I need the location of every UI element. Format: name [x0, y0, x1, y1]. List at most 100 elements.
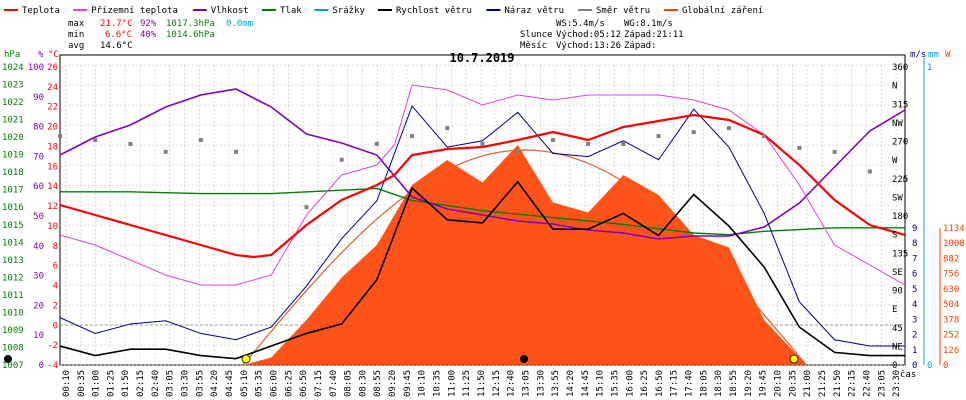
hpa-tick-label: 1020 — [2, 133, 24, 143]
time-tick-label: 18:30 — [714, 370, 724, 397]
time-tick-label: 21:00 — [803, 370, 813, 397]
wind-direction-point — [586, 141, 591, 146]
time-tick-label: 15:10 — [596, 370, 606, 397]
wind-direction-point — [234, 149, 239, 154]
stat-max-rain: 0.0mm — [226, 19, 253, 29]
celsius-tick-label: -4 — [47, 361, 58, 371]
celsius-tick-label: 22 — [47, 103, 58, 113]
time-tick-label: 12:15 — [492, 370, 502, 397]
series-layer — [58, 84, 907, 366]
time-tick-label: 06:50 — [299, 370, 309, 397]
info-sunrise: Východ:05:12 — [556, 30, 621, 40]
stat-max-label: max — [68, 19, 85, 29]
legend-label: Teplota — [22, 6, 60, 16]
time-axis-label: čas — [900, 369, 916, 380]
celsius-tick-label: 24 — [47, 83, 58, 93]
celsius-tick-label: 14 — [47, 182, 58, 192]
radiation-area — [243, 145, 807, 365]
time-tick-label: 14:45 — [581, 370, 591, 397]
direction-tick-label: 315 — [892, 100, 908, 110]
hpa-tick-label: 1008 — [2, 343, 24, 353]
sunrise-marker-icon — [241, 354, 251, 364]
stat-min-press: 1014.6hPa — [166, 30, 215, 40]
pct-tick-label: 40 — [33, 242, 44, 252]
wind-direction-point — [656, 134, 661, 139]
w-tick-label: 252 — [943, 331, 959, 341]
w-tick-label: 378 — [943, 315, 959, 325]
pct-tick-label: 90 — [33, 93, 44, 103]
celsius-tick-label: 16 — [47, 162, 58, 172]
direction-tick-label: 270 — [892, 138, 908, 148]
celsius-tick-label: 8 — [53, 242, 58, 252]
time-tick-label: 18:55 — [729, 370, 739, 397]
grid — [60, 64, 905, 366]
legend-label: Vlhkost — [211, 6, 249, 16]
time-axis: 00:10 00:35 01:00 01:25 01:50 02:15 02:40 03:05… — [62, 370, 902, 397]
celsius-tick-label: 0 — [53, 321, 58, 331]
time-tick-label: 06:25 — [284, 370, 294, 397]
time-tick-label: 11:00 — [447, 370, 457, 397]
time-tick-label: 04:20 — [210, 370, 220, 397]
wind-direction-point — [374, 141, 379, 146]
mm-tick-label: 0 — [927, 361, 932, 371]
celsius-tick-label: 6 — [53, 262, 58, 272]
temperature-line — [59, 113, 906, 259]
legend-label: Srážky — [332, 6, 365, 16]
time-tick-label: 13:55 — [551, 370, 561, 397]
info-ws: WS:5.4m/s — [556, 19, 605, 29]
time-tick-label: 13:05 — [521, 370, 531, 397]
pct-tick-label: 20 — [33, 301, 44, 311]
hpa-tick-label: 1009 — [2, 326, 24, 336]
hpa-tick-label: 1023 — [2, 81, 24, 91]
celsius-tick-label: -2 — [47, 341, 58, 351]
direction-tick-label: N — [892, 82, 897, 92]
stat-min-hum: 40% — [140, 30, 157, 40]
info-wg: WG:8.1m/s — [624, 19, 673, 29]
pct-tick-label: 80 — [33, 123, 44, 133]
mm-tick-label: 1 — [927, 63, 932, 73]
stat-max-press: 1017.3hPa — [166, 19, 215, 29]
time-tick-label: 11:25 — [462, 370, 472, 397]
time-tick-label: 09:20 — [388, 370, 398, 397]
hpa-tick-label: 1018 — [2, 168, 24, 178]
time-tick-label: 11:50 — [477, 370, 487, 397]
time-tick-label: 08:55 — [373, 370, 383, 397]
chart-title: 10.7.2019 — [449, 51, 514, 65]
wind-direction-point — [515, 149, 520, 154]
time-tick-label: 16:00 — [625, 370, 635, 397]
time-tick-label: 03:55 — [195, 370, 205, 397]
time-tick-label: 18:05 — [699, 370, 709, 397]
w-tick-label: 756 — [943, 270, 959, 280]
hpa-tick-label: 1007 — [2, 361, 24, 371]
wind-direction-point — [128, 141, 133, 146]
wind-direction-point — [480, 141, 485, 146]
celsius-tick-label: 10 — [47, 222, 58, 232]
wind-direction-point — [163, 149, 168, 154]
wind-direction-point — [93, 138, 98, 142]
hpa-tick-label: 1019 — [2, 151, 24, 161]
legend-label: Směr větru — [596, 6, 650, 16]
mm-unit: mm — [928, 50, 939, 60]
time-tick-label: 19:45 — [759, 370, 769, 397]
stat-avg-temp: 14.6°C — [100, 41, 133, 51]
hpa-unit: hPa — [4, 50, 20, 60]
wind-direction-point — [903, 177, 907, 182]
stat-min-label: min — [68, 30, 84, 40]
info-moon-label: Měsíc — [520, 41, 547, 51]
wind-direction-point — [339, 157, 344, 162]
wind-gust-line — [59, 105, 905, 347]
time-tick-label: 17:40 — [685, 370, 695, 397]
direction-tick-label: 135 — [892, 249, 908, 259]
time-tick-label: 20:10 — [774, 370, 784, 397]
humidity-line — [59, 88, 906, 240]
stat-max-temp: 21.7°C — [100, 19, 133, 29]
time-tick-label: 01:00 — [92, 370, 102, 397]
ms-tick-label: 7 — [912, 254, 917, 264]
time-tick-label: 19:20 — [744, 370, 754, 397]
hpa-tick-label: 1015 — [2, 221, 24, 231]
time-tick-label: 03:30 — [181, 370, 191, 397]
ms-tick-label: 2 — [912, 331, 917, 341]
w-tick-label: 1134 — [943, 224, 965, 234]
wind-speed-line — [59, 180, 905, 360]
